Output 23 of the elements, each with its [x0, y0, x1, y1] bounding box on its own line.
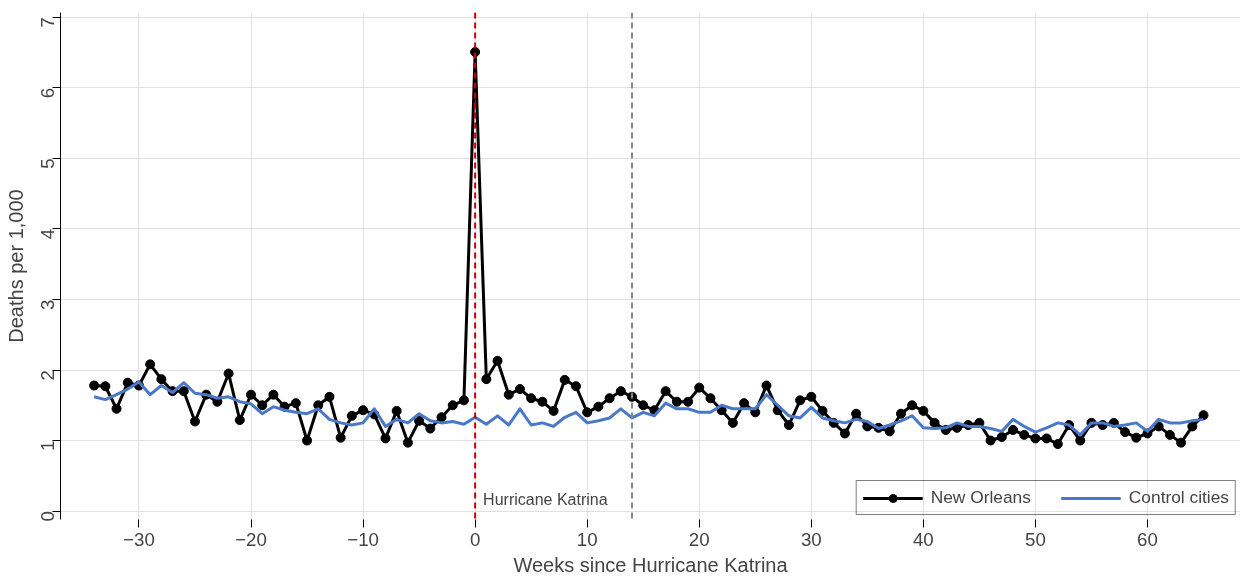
- y-tick-label: 4: [37, 228, 58, 240]
- x-tick-label: −20: [235, 528, 267, 550]
- ref-line-label: Hurricane Katrina: [483, 490, 608, 508]
- y-tick-label: 1: [37, 440, 58, 451]
- y-tick-label: 7: [37, 17, 58, 28]
- legend-label: Control cities: [1128, 487, 1229, 508]
- x-axis-title: Weeks since Hurricane Katrina: [513, 553, 789, 576]
- y-tick-label: 3: [37, 299, 58, 310]
- x-tick-label: −10: [347, 528, 379, 550]
- x-tick-label: 50: [1025, 528, 1046, 550]
- x-tick-label: 10: [576, 528, 598, 550]
- x-tick-label: 40: [912, 528, 934, 550]
- x-tick-label: 0: [469, 528, 481, 550]
- y-tick-label: 0: [37, 511, 58, 522]
- x-tick-label: 60: [1137, 528, 1158, 550]
- y-axis-title: Deaths per 1,000: [4, 189, 27, 343]
- y-tick-label: 2: [37, 369, 58, 381]
- x-tick-label: −30: [123, 528, 155, 550]
- y-tick-label: 5: [37, 158, 58, 169]
- legend-label: New Orleans: [930, 487, 1031, 508]
- x-tick-label: 20: [688, 528, 710, 550]
- y-tick-label: 6: [37, 87, 58, 99]
- x-tick-label: 30: [800, 528, 822, 550]
